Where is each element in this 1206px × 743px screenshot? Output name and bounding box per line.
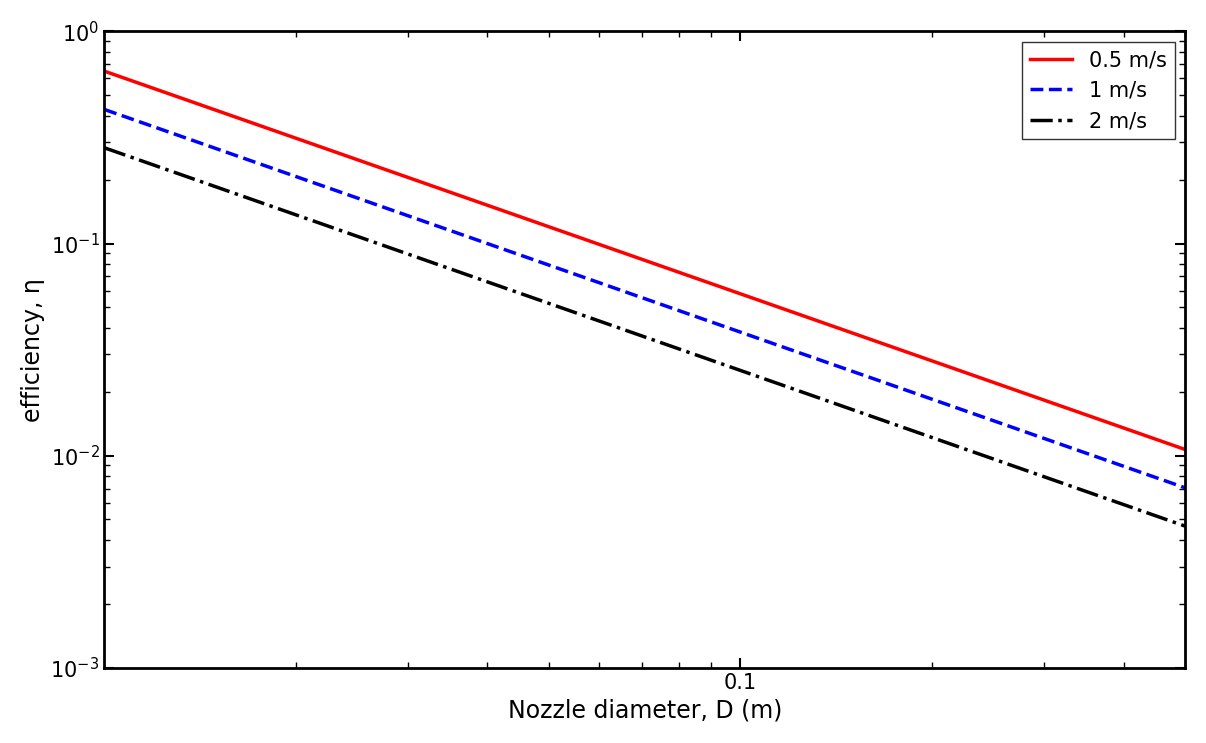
1 m/s — [740, 330, 755, 339]
Y-axis label: efficiency, η: efficiency, η — [21, 278, 45, 421]
0.5 m/s — [983, 377, 997, 386]
2 m/s — [617, 325, 632, 334]
Line: 0.5 m/s: 0.5 m/s — [104, 71, 1185, 450]
1 m/s — [1178, 484, 1193, 493]
Line: 1 m/s: 1 m/s — [104, 109, 1185, 488]
0.5 m/s — [617, 249, 632, 258]
2 m/s — [1152, 513, 1166, 522]
1 m/s — [610, 285, 625, 293]
0.5 m/s — [610, 247, 625, 256]
1 m/s — [96, 105, 111, 114]
2 m/s — [681, 348, 696, 357]
0.5 m/s — [1178, 445, 1193, 454]
2 m/s — [740, 369, 755, 377]
1 m/s — [617, 287, 632, 296]
2 m/s — [610, 323, 625, 332]
0.5 m/s — [96, 67, 111, 76]
2 m/s — [96, 143, 111, 152]
0.5 m/s — [740, 292, 755, 301]
0.5 m/s — [1152, 436, 1166, 445]
2 m/s — [1178, 522, 1193, 531]
0.5 m/s — [681, 271, 696, 280]
Legend: 0.5 m/s, 1 m/s, 2 m/s: 0.5 m/s, 1 m/s, 2 m/s — [1021, 42, 1175, 140]
1 m/s — [983, 415, 997, 424]
Line: 2 m/s: 2 m/s — [104, 148, 1185, 526]
X-axis label: Nozzle diameter, D (m): Nozzle diameter, D (m) — [508, 698, 781, 722]
1 m/s — [681, 310, 696, 319]
2 m/s — [983, 453, 997, 462]
1 m/s — [1152, 474, 1166, 483]
